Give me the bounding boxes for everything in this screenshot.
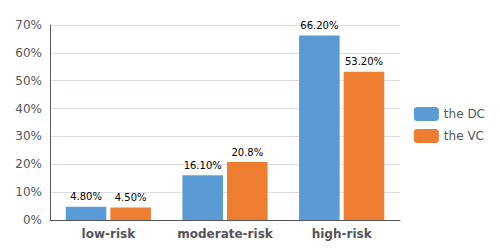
svg-text:40%: 40% — [15, 102, 42, 116]
svg-text:high-risk: high-risk — [312, 227, 373, 241]
svg-text:low-risk: low-risk — [82, 227, 137, 241]
svg-text:20.8%: 20.8% — [231, 147, 263, 158]
svg-text:the VC: the VC — [444, 129, 484, 143]
svg-text:30%: 30% — [15, 129, 42, 143]
svg-text:4.80%: 4.80% — [70, 191, 102, 202]
svg-text:20%: 20% — [15, 157, 42, 171]
svg-text:0%: 0% — [23, 213, 42, 227]
svg-text:10%: 10% — [15, 185, 42, 199]
svg-text:66.20%: 66.20% — [300, 20, 338, 31]
svg-text:60%: 60% — [15, 46, 42, 60]
svg-text:50%: 50% — [15, 74, 42, 88]
svg-text:moderate-risk: moderate-risk — [177, 227, 274, 241]
svg-text:53.20%: 53.20% — [345, 56, 383, 67]
svg-text:70%: 70% — [15, 18, 42, 32]
svg-text:4.50%: 4.50% — [115, 192, 147, 203]
svg-text:the DC: the DC — [444, 107, 485, 121]
svg-text:16.10%: 16.10% — [184, 160, 222, 171]
